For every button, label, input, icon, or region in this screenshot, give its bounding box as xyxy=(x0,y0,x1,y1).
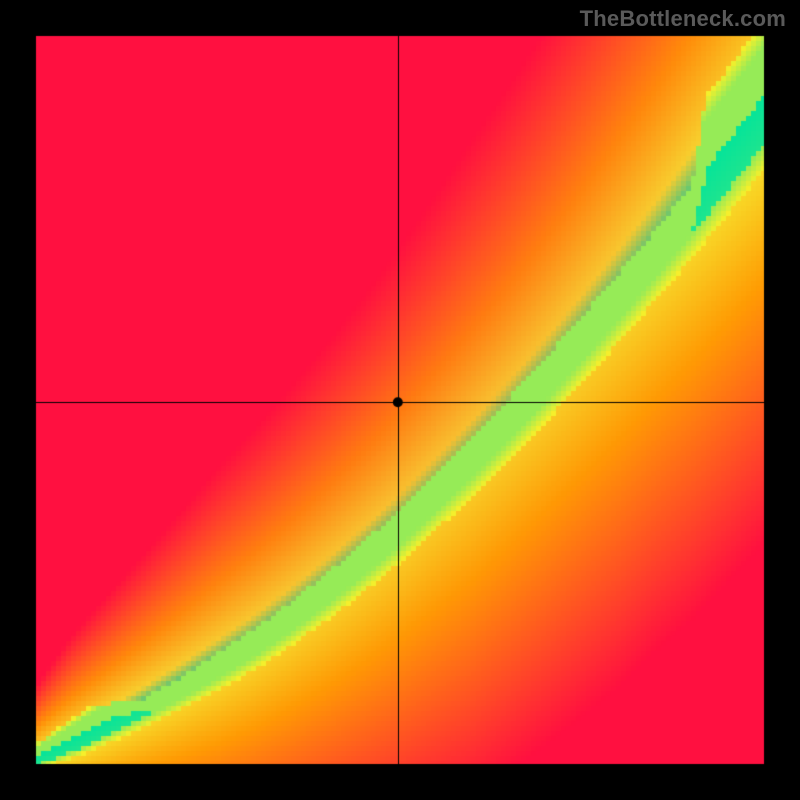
bottleneck-heatmap xyxy=(0,0,800,800)
watermark-text: TheBottleneck.com xyxy=(580,6,786,32)
chart-container: TheBottleneck.com xyxy=(0,0,800,800)
